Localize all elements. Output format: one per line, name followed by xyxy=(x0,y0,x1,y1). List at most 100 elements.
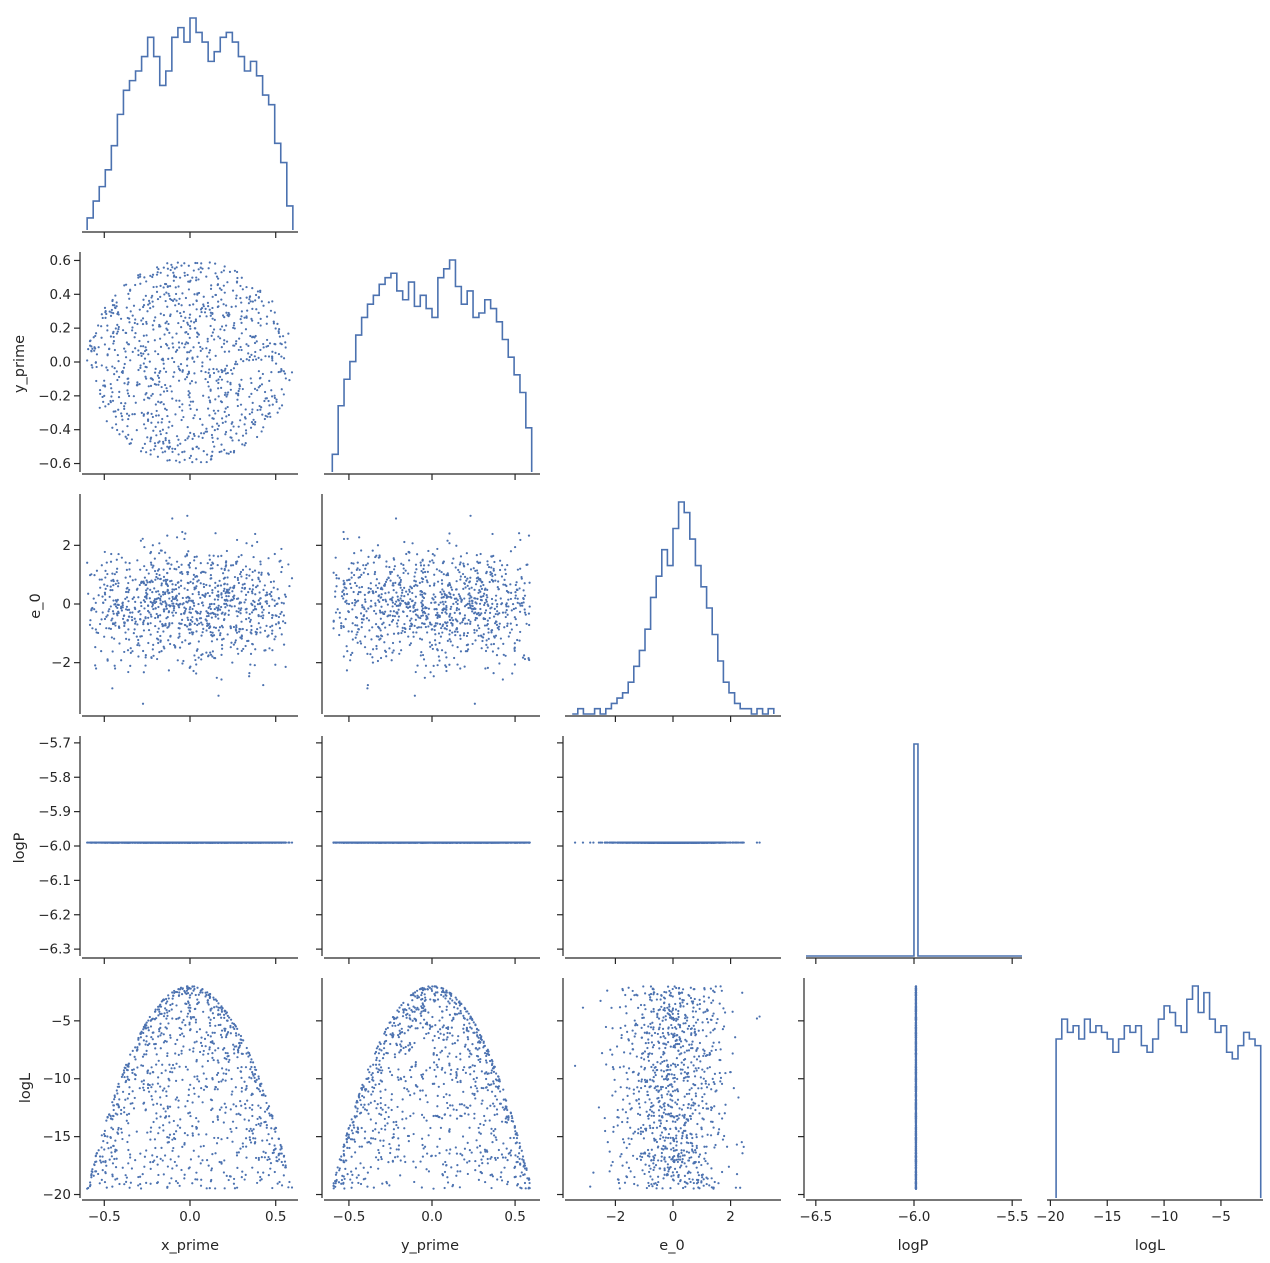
scatter-point xyxy=(110,387,113,390)
scatter-point xyxy=(148,611,151,614)
scatter-point xyxy=(482,594,485,598)
scatter-point xyxy=(390,570,394,574)
scatter-point xyxy=(97,346,100,349)
scatter-point xyxy=(194,261,197,265)
scatter-point xyxy=(105,420,108,423)
scatter-point xyxy=(206,380,210,384)
scatter-point xyxy=(284,595,287,598)
scatter-point xyxy=(481,841,484,844)
scatter-point xyxy=(137,368,140,372)
scatter-point xyxy=(512,607,515,611)
scatter-point xyxy=(132,596,136,599)
scatter-point xyxy=(372,561,375,564)
scatter-point xyxy=(131,326,134,329)
scatter-point xyxy=(270,371,273,374)
scatter-point xyxy=(137,638,140,642)
scatter-point xyxy=(154,578,157,581)
scatter-point xyxy=(139,275,142,278)
scatter-point xyxy=(159,620,162,623)
scatter-point xyxy=(340,841,343,844)
scatter-point xyxy=(452,593,455,596)
scatter-point xyxy=(230,605,233,608)
scatter-point xyxy=(172,271,175,274)
scatter-point xyxy=(263,390,267,394)
scatter-point xyxy=(176,599,179,602)
scatter-point xyxy=(405,552,408,556)
scatter-point xyxy=(182,415,185,419)
scatter-point xyxy=(122,366,126,369)
scatter-point xyxy=(111,622,115,625)
scatter-point xyxy=(142,413,146,416)
scatter-point xyxy=(156,630,159,634)
scatter-point xyxy=(236,615,239,618)
scatter-point xyxy=(127,394,131,398)
scatter-point xyxy=(154,607,157,610)
scatter-point xyxy=(168,604,171,607)
scatter-point xyxy=(216,427,219,431)
scatter-point xyxy=(343,586,346,589)
scatter-point xyxy=(478,561,482,564)
scatter-point xyxy=(263,399,266,403)
scatter-point xyxy=(117,611,120,615)
scatter-point xyxy=(153,601,157,605)
scatter-point xyxy=(140,604,143,608)
scatter-point xyxy=(463,632,466,635)
scatter-point xyxy=(136,623,139,626)
scatter-point xyxy=(201,653,204,656)
scatter-point xyxy=(156,616,160,619)
scatter-point xyxy=(191,599,194,602)
scatter-point xyxy=(211,440,215,444)
scatter-point xyxy=(353,598,357,602)
scatter-point xyxy=(405,590,408,593)
scatter-point xyxy=(466,643,470,646)
scatter-point xyxy=(149,633,152,636)
scatter-point xyxy=(205,275,208,278)
scatter-point xyxy=(171,597,175,601)
scatter-point xyxy=(434,633,437,636)
scatter-point xyxy=(398,576,401,579)
scatter-point xyxy=(225,452,228,455)
scatter-point xyxy=(200,634,203,637)
scatter-point xyxy=(393,565,397,568)
scatter-point xyxy=(441,631,444,634)
scatter-point xyxy=(214,398,217,401)
scatter-point xyxy=(497,587,500,591)
scatter-point xyxy=(487,637,490,640)
scatter-point xyxy=(249,300,252,303)
scatter-point xyxy=(401,626,404,629)
scatter-point xyxy=(172,346,175,349)
scatter-point xyxy=(501,611,505,614)
scatter-point xyxy=(103,343,107,346)
scatter-point xyxy=(209,401,212,404)
scatter-point xyxy=(107,627,111,630)
scatter-point xyxy=(416,584,419,587)
scatter-point xyxy=(149,841,152,844)
scatter-point xyxy=(126,649,130,652)
scatter-point xyxy=(402,610,405,613)
scatter-point xyxy=(225,311,228,314)
scatter-point xyxy=(91,606,94,610)
scatter-point xyxy=(221,572,225,575)
scatter-point xyxy=(346,650,349,653)
scatter-point xyxy=(136,381,139,384)
scatter-point xyxy=(164,342,168,346)
scatter-point xyxy=(169,385,172,388)
scatter-point xyxy=(251,643,254,646)
scatter-point xyxy=(379,617,382,620)
scatter-point xyxy=(188,561,192,565)
scatter-point xyxy=(91,627,94,630)
scatter-point xyxy=(250,602,253,605)
scatter-point xyxy=(100,364,103,367)
scatter-point xyxy=(457,593,460,596)
scatter-point xyxy=(151,580,154,584)
scatter-point xyxy=(159,433,162,436)
scatter-point xyxy=(213,598,216,601)
scatter-point xyxy=(226,380,229,383)
scatter-point xyxy=(210,616,213,619)
scatter-point xyxy=(171,356,174,360)
scatter-point xyxy=(396,625,399,628)
scatter-point xyxy=(407,602,410,606)
scatter-point xyxy=(458,563,461,566)
scatter-point xyxy=(223,410,226,413)
scatter-point xyxy=(459,575,462,578)
